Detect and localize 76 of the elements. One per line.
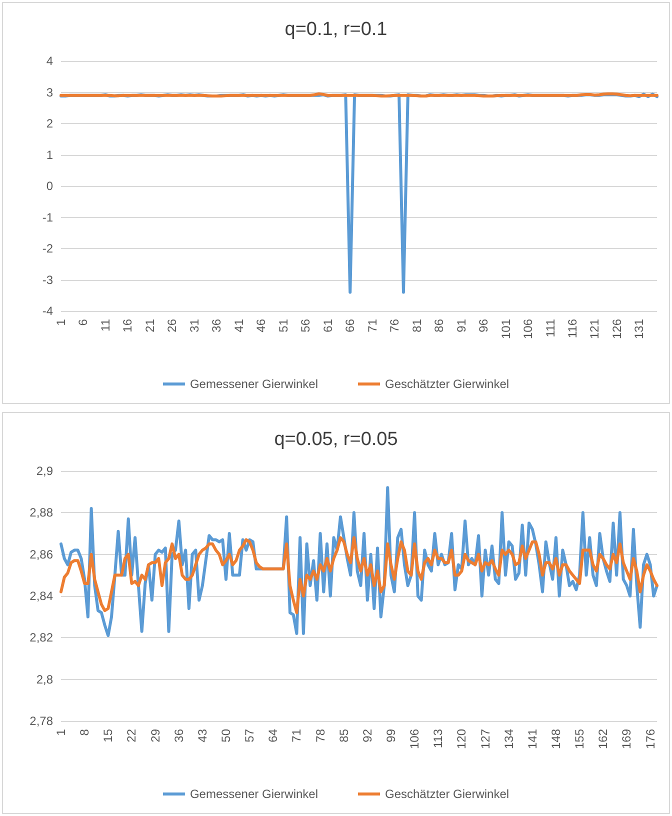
x-tick-label: 134 [502, 728, 516, 750]
x-tick-label: 120 [454, 728, 469, 750]
x-tick-label: 56 [298, 318, 313, 332]
y-tick-label: 2,84 [30, 589, 54, 603]
x-tick-label: 92 [360, 728, 374, 742]
x-tick-label: 43 [195, 728, 210, 742]
x-tick-label: 1 [54, 318, 68, 326]
x-tick-label: 126 [610, 318, 624, 340]
x-tick-label: 71 [365, 318, 380, 332]
x-tick-label: 41 [232, 318, 246, 332]
x-tick-label: 176 [643, 728, 658, 750]
legend-label: Gemessener Gierwinkel [190, 787, 318, 801]
x-tick-label: 85 [336, 728, 351, 742]
x-tick-label: 46 [254, 318, 268, 332]
y-tick-label: 4 [46, 54, 54, 68]
x-tick-label: 36 [172, 728, 186, 742]
y-tick-label: -4 [42, 304, 54, 318]
y-tick-label: 2,82 [30, 630, 54, 645]
x-tick-label: 99 [384, 728, 398, 742]
x-tick-label: 78 [313, 728, 328, 742]
y-tick-label: 2,9 [36, 464, 54, 478]
x-tick-label: 76 [388, 318, 402, 332]
x-tick-label: 91 [454, 318, 468, 332]
x-tick-label: 116 [565, 318, 580, 338]
x-tick-label: 6 [76, 318, 90, 326]
y-tick-label: 3 [46, 85, 54, 100]
x-tick-label: 11 [98, 318, 112, 332]
legend-label: Geschätzter Gierwinkel [385, 377, 510, 391]
x-tick-label: 155 [572, 728, 587, 750]
x-tick-label: 81 [410, 318, 424, 332]
x-tick-label: 64 [266, 728, 280, 742]
x-tick-label: 111 [543, 318, 558, 338]
x-tick-label: 29 [148, 728, 162, 742]
y-tick-label: 2,88 [30, 506, 54, 520]
line-series [60, 536, 658, 614]
chart-title: q=0.05, r=0.05 [274, 429, 398, 450]
y-tick-label: 2,86 [30, 547, 54, 562]
x-tick-label: 148 [548, 728, 563, 750]
x-tick-label: 131 [632, 318, 646, 340]
y-tick-label: 2,8 [36, 672, 54, 686]
x-tick-label: 15 [101, 728, 116, 742]
x-tick-label: 141 [525, 728, 540, 750]
y-tick-label: -2 [42, 242, 54, 256]
legend-label: Geschätzter Gierwinkel [385, 787, 510, 801]
x-tick-label: 61 [320, 318, 335, 332]
x-tick-label: 106 [521, 318, 536, 340]
x-tick-label: 22 [124, 728, 139, 742]
y-tick-label: 2 [46, 116, 54, 130]
legend-label: Gemessener Gierwinkel [190, 377, 318, 391]
y-tick-label: 1 [46, 148, 54, 162]
x-tick-label: 71 [290, 728, 304, 742]
x-tick-label: 66 [343, 318, 358, 332]
x-tick-label: 96 [476, 318, 491, 332]
x-tick-label: 1 [54, 728, 68, 736]
x-tick-label: 36 [210, 318, 224, 332]
x-tick-label: 162 [596, 728, 610, 750]
y-tick-label: -3 [42, 272, 54, 287]
x-tick-label: 8 [78, 728, 92, 736]
y-tick-label: 2,78 [30, 714, 54, 728]
y-tick-label: 0 [46, 179, 54, 193]
x-tick-label: 26 [165, 318, 180, 332]
x-tick-label: 169 [620, 728, 634, 750]
x-tick-label: 106 [408, 728, 422, 750]
x-tick-label: 57 [242, 728, 257, 742]
x-tick-label: 127 [478, 728, 492, 750]
x-tick-label: 51 [276, 318, 290, 332]
x-tick-label: 113 [431, 728, 446, 748]
x-tick-label: 16 [120, 318, 135, 332]
y-tick-label: -1 [42, 210, 54, 224]
chart-title: q=0.1, r=0.1 [284, 19, 388, 40]
x-tick-label: 50 [218, 728, 233, 742]
x-tick-label: 101 [498, 318, 513, 340]
x-tick-label: 86 [432, 318, 446, 332]
x-tick-label: 21 [142, 318, 157, 332]
x-tick-label: 31 [187, 318, 202, 332]
x-tick-label: 121 [588, 318, 602, 340]
